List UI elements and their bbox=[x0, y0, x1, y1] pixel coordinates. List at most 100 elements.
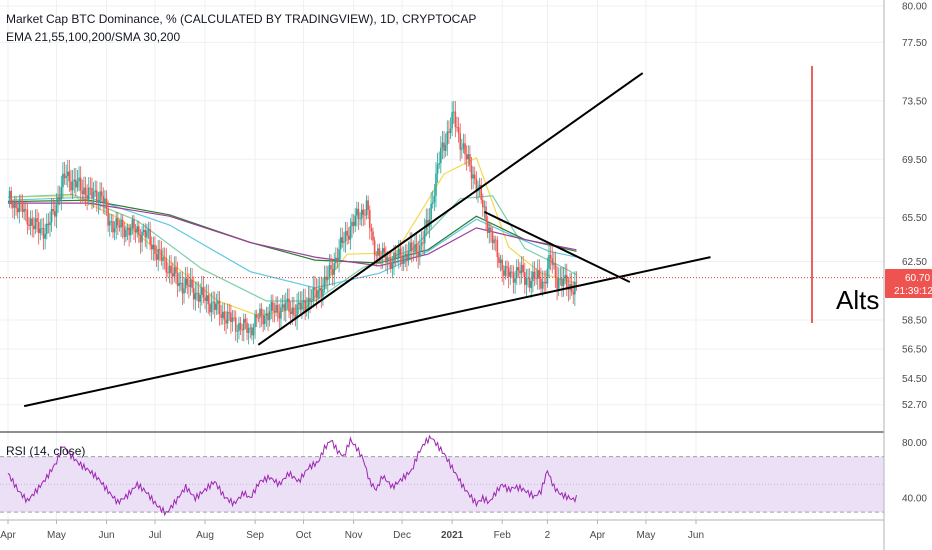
candle-body bbox=[399, 248, 402, 256]
candle-body bbox=[78, 177, 80, 182]
candle-body bbox=[159, 249, 161, 251]
time-tick-label: Aug bbox=[196, 530, 214, 541]
candle-body bbox=[330, 265, 332, 270]
candle-body bbox=[184, 278, 187, 289]
candle-body bbox=[246, 322, 248, 333]
candle-body bbox=[84, 187, 87, 196]
candle-body bbox=[79, 177, 82, 191]
rsi-band-group bbox=[0, 456, 884, 513]
candle-body bbox=[503, 270, 505, 276]
rsi-tick-label: 80.00 bbox=[902, 438, 927, 449]
candle-body bbox=[18, 200, 21, 213]
candle-body bbox=[372, 231, 374, 241]
candle-body bbox=[486, 221, 489, 233]
candle-body bbox=[105, 198, 108, 209]
candle-body bbox=[575, 281, 578, 283]
candle-body bbox=[191, 279, 193, 289]
candle-body bbox=[223, 311, 226, 320]
candle-body bbox=[160, 250, 163, 261]
candle-body bbox=[483, 206, 486, 208]
candle-body bbox=[343, 241, 345, 243]
candle-body bbox=[331, 269, 334, 275]
candle-body bbox=[142, 229, 145, 233]
candle-body bbox=[557, 279, 560, 289]
candle-body bbox=[37, 221, 40, 234]
candle-body bbox=[96, 190, 98, 203]
rsi-line bbox=[7, 434, 577, 517]
candle-body bbox=[312, 287, 315, 301]
candle-body bbox=[215, 303, 218, 310]
candle-body bbox=[386, 257, 389, 263]
candle-body bbox=[24, 209, 27, 210]
candle-body bbox=[286, 298, 289, 303]
candle-body bbox=[302, 300, 305, 303]
candle-body bbox=[525, 278, 528, 285]
candle-body bbox=[178, 283, 180, 286]
candle-body bbox=[414, 244, 416, 252]
candle-body bbox=[228, 311, 231, 313]
candle-body bbox=[117, 218, 119, 226]
candle-body bbox=[532, 271, 534, 282]
trendlines bbox=[23, 72, 711, 408]
candle-body bbox=[519, 270, 521, 274]
candle-body bbox=[462, 143, 465, 149]
candle-body bbox=[75, 179, 77, 188]
candle-body bbox=[409, 242, 411, 252]
candle-body bbox=[456, 127, 458, 128]
last-price-value: 60.70 bbox=[905, 273, 930, 284]
candle-body bbox=[283, 304, 285, 311]
candle-body bbox=[368, 209, 371, 228]
annotation-text: Alts l bbox=[836, 285, 892, 315]
candle-body bbox=[574, 281, 576, 295]
time-tick-label: Jul bbox=[149, 530, 162, 541]
rsi-label: RSI (14, close) bbox=[6, 444, 85, 458]
candle-body bbox=[381, 248, 384, 258]
candle-body bbox=[218, 300, 221, 315]
candle-body bbox=[482, 199, 484, 208]
candle-body bbox=[304, 300, 306, 312]
candle-body bbox=[221, 311, 224, 318]
candle-body bbox=[252, 327, 255, 336]
candle-body bbox=[473, 174, 476, 179]
candle-body bbox=[175, 267, 177, 274]
candle-body bbox=[431, 202, 434, 204]
candle-body bbox=[91, 188, 93, 198]
candle-body bbox=[41, 228, 43, 229]
candle-body bbox=[339, 237, 342, 250]
candle-body bbox=[309, 297, 311, 302]
candle-body bbox=[301, 302, 303, 310]
price-tick-label: 80.00 bbox=[902, 1, 927, 12]
candle-body bbox=[293, 307, 295, 316]
candle-body bbox=[325, 276, 327, 280]
candle-body bbox=[71, 181, 74, 191]
candle-body bbox=[209, 304, 211, 313]
time-axis: Apr May Jun Jul Aug Sep Oct Nov Dec 2021 Feb 2 Apr Ma… bbox=[0, 520, 704, 541]
candle-body bbox=[139, 234, 142, 243]
candle-body bbox=[226, 311, 229, 324]
candle-body bbox=[125, 229, 127, 238]
candle-body bbox=[493, 239, 495, 244]
candle-body bbox=[251, 327, 253, 336]
candle-body bbox=[255, 314, 258, 318]
candle-body bbox=[276, 304, 279, 313]
candle-body bbox=[21, 200, 24, 212]
candle-body bbox=[102, 196, 105, 204]
candle-body bbox=[73, 179, 76, 182]
price-tick-label: 69.50 bbox=[902, 155, 927, 166]
price-tick-label: 58.50 bbox=[902, 315, 927, 326]
candle-body bbox=[562, 278, 565, 286]
candle-body bbox=[39, 228, 42, 234]
candle-body bbox=[452, 111, 455, 113]
candle-body bbox=[89, 187, 92, 189]
price-tick-label: 77.50 bbox=[902, 38, 927, 49]
candle-body bbox=[491, 231, 494, 244]
candle-body bbox=[465, 154, 468, 160]
candle-body bbox=[50, 209, 53, 223]
candle-body bbox=[556, 277, 558, 289]
candle-body bbox=[147, 229, 150, 231]
candle-body bbox=[326, 277, 329, 280]
candle-body bbox=[499, 259, 502, 264]
candle-body bbox=[385, 252, 387, 263]
candle-body bbox=[407, 251, 410, 261]
candle-body bbox=[520, 264, 523, 274]
